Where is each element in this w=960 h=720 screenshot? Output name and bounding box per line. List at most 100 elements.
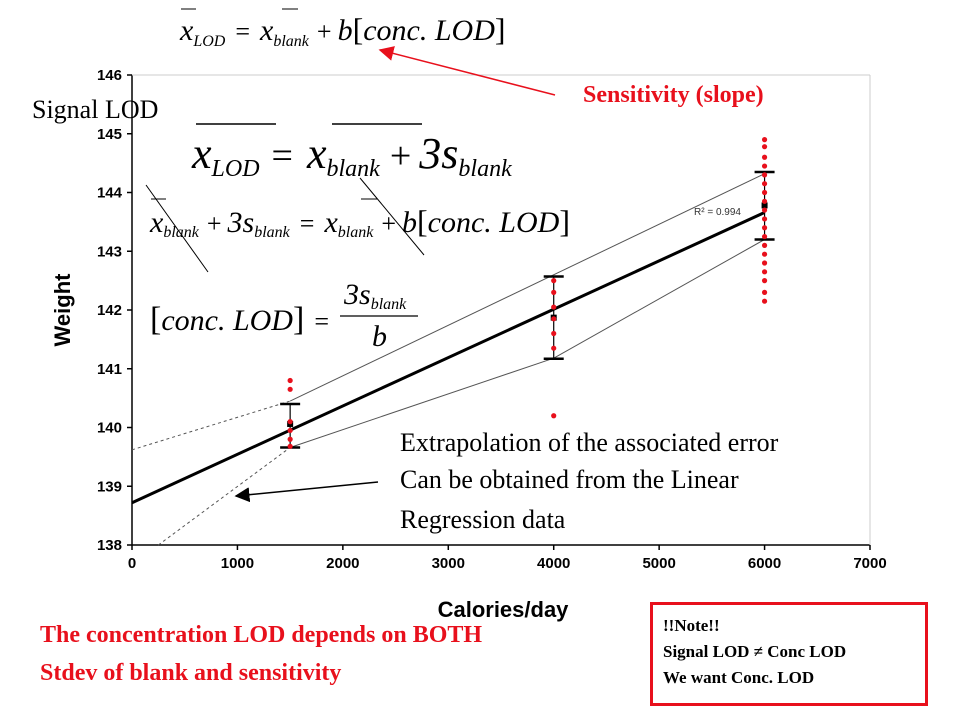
data-point — [761, 233, 768, 240]
data-point — [761, 216, 768, 222]
y-tick-label: 139 — [97, 478, 122, 495]
data-point — [551, 345, 557, 351]
regression-line — [131, 211, 766, 505]
data-point — [287, 436, 293, 442]
data-point — [761, 225, 768, 231]
lower-band-segment — [289, 357, 554, 448]
data-point — [287, 386, 293, 392]
y-tick-group: 138 139 140 141 142 143 144 145 146 — [97, 67, 132, 554]
r-squared-label: R² = 0.994 — [694, 207, 741, 218]
extrapolation-line-1: Extrapolation of the associated error — [400, 428, 779, 457]
data-point — [551, 289, 557, 295]
eq4-num-sub: blank — [371, 296, 407, 313]
extrapolation-line-2: Can be obtained from the Linear — [400, 465, 739, 494]
note-box: !!Note!! Signal LOD ≠ Conc LOD We want C… — [650, 602, 928, 706]
x-tick-label: 3000 — [432, 555, 465, 572]
plot-area: 138 139 140 141 142 143 144 145 146 0 1000 2000 300… — [97, 67, 887, 572]
data-point — [551, 316, 557, 322]
lower-band-segment — [158, 447, 291, 546]
eq4-equals: = — [314, 307, 329, 336]
eq1-sub-blank: blank — [273, 33, 309, 50]
data-point — [551, 413, 557, 419]
data-point — [761, 289, 768, 295]
x-tick-label: 1000 — [221, 555, 254, 572]
conclusion-line-1: The concentration LOD depends on BOTH — [40, 622, 483, 648]
data-point — [761, 198, 768, 204]
signal-lod-label: Signal LOD — [32, 95, 159, 124]
y-tick-label: 145 — [97, 126, 122, 143]
equation-4-numerator: 3sblank — [343, 278, 407, 313]
data-point — [551, 330, 557, 337]
eq3-rbr: ] — [559, 203, 570, 239]
x-axis-title: Calories/day — [438, 597, 570, 622]
equation-4-lhs: [conc. LOD] = — [150, 301, 329, 338]
eq1-sub-lod: LOD — [192, 33, 225, 50]
eq2-3s: 3s — [418, 129, 458, 178]
data-point — [287, 427, 293, 434]
eq1-rbr: ] — [495, 11, 506, 47]
eq4-lbr: [ — [150, 301, 161, 338]
eq3-x1: x — [149, 206, 164, 239]
data-point — [761, 207, 768, 213]
eq1-plus: + — [317, 17, 332, 46]
eq3-3s: 3s — [227, 206, 255, 239]
eq3-sub-blank1: blank — [163, 224, 199, 241]
data-point — [761, 189, 768, 196]
equation-2: xLOD = xblank +3sblank — [191, 129, 512, 182]
data-point — [761, 278, 768, 284]
x-tick-label: 6000 — [748, 555, 781, 572]
eq3-plus1: + — [207, 209, 222, 238]
data-point — [551, 304, 557, 310]
x-tick-label: 7000 — [853, 555, 886, 572]
upper-band-segment — [289, 173, 765, 402]
eq2-sub-s: blank — [458, 156, 512, 182]
eq3-x2: x — [323, 206, 338, 239]
eq3-b: b — [402, 206, 417, 239]
eq4-num: 3s — [343, 278, 371, 311]
eq3-lbr: [ — [417, 203, 428, 239]
note-line-1: Signal LOD ≠ Conc LOD — [663, 642, 847, 661]
eq1-x2: x — [259, 14, 274, 47]
y-tick-label: 142 — [97, 302, 122, 319]
data-point — [761, 181, 768, 187]
data-point — [287, 419, 293, 425]
eq2-plus: + — [390, 135, 411, 177]
fit-line-group — [131, 211, 766, 505]
eq4-rbr: ] — [293, 301, 304, 338]
confidence-bands — [131, 173, 765, 546]
x-tick-label: 5000 — [642, 555, 675, 572]
data-points — [287, 137, 768, 449]
eq3-sub-blank2: blank — [338, 224, 374, 241]
extrapolation-arrow — [234, 481, 379, 503]
lower-band-segment — [553, 239, 765, 359]
data-point — [761, 298, 768, 304]
eq1-equals: = — [235, 17, 250, 46]
data-point — [551, 278, 557, 284]
y-axis-title: Weight — [50, 273, 75, 347]
eq2-x: x — [191, 129, 212, 178]
eq1-lbr: [ — [353, 11, 364, 47]
y-tick-label: 146 — [97, 67, 122, 84]
equation-3: xblank +3sblank = xblank + b[conc. LOD] — [149, 203, 570, 241]
equation-1: xLOD = xblank + b[conc. LOD] — [179, 11, 506, 50]
data-point — [287, 377, 293, 384]
data-point — [761, 172, 768, 178]
eq2-x2: x — [306, 129, 327, 178]
x-tick-label: 4000 — [537, 555, 570, 572]
error-bar-mean — [761, 202, 768, 209]
x-tick-label: 0 — [128, 555, 136, 572]
note-title: !!Note!! — [663, 616, 720, 635]
eq1-b: b — [338, 14, 353, 47]
y-tick-label: 143 — [97, 243, 122, 260]
data-point — [761, 269, 768, 275]
data-point — [761, 260, 768, 266]
y-tick-label: 138 — [97, 537, 122, 554]
data-point — [761, 242, 768, 248]
x-tick-label: 2000 — [326, 555, 359, 572]
eq1-conc: conc. LOD — [363, 14, 495, 47]
eq3-plus2: + — [381, 209, 396, 238]
y-tick-label: 141 — [97, 361, 122, 378]
eq4-conc: conc. LOD — [161, 304, 293, 337]
eq3-equals: = — [300, 209, 315, 238]
